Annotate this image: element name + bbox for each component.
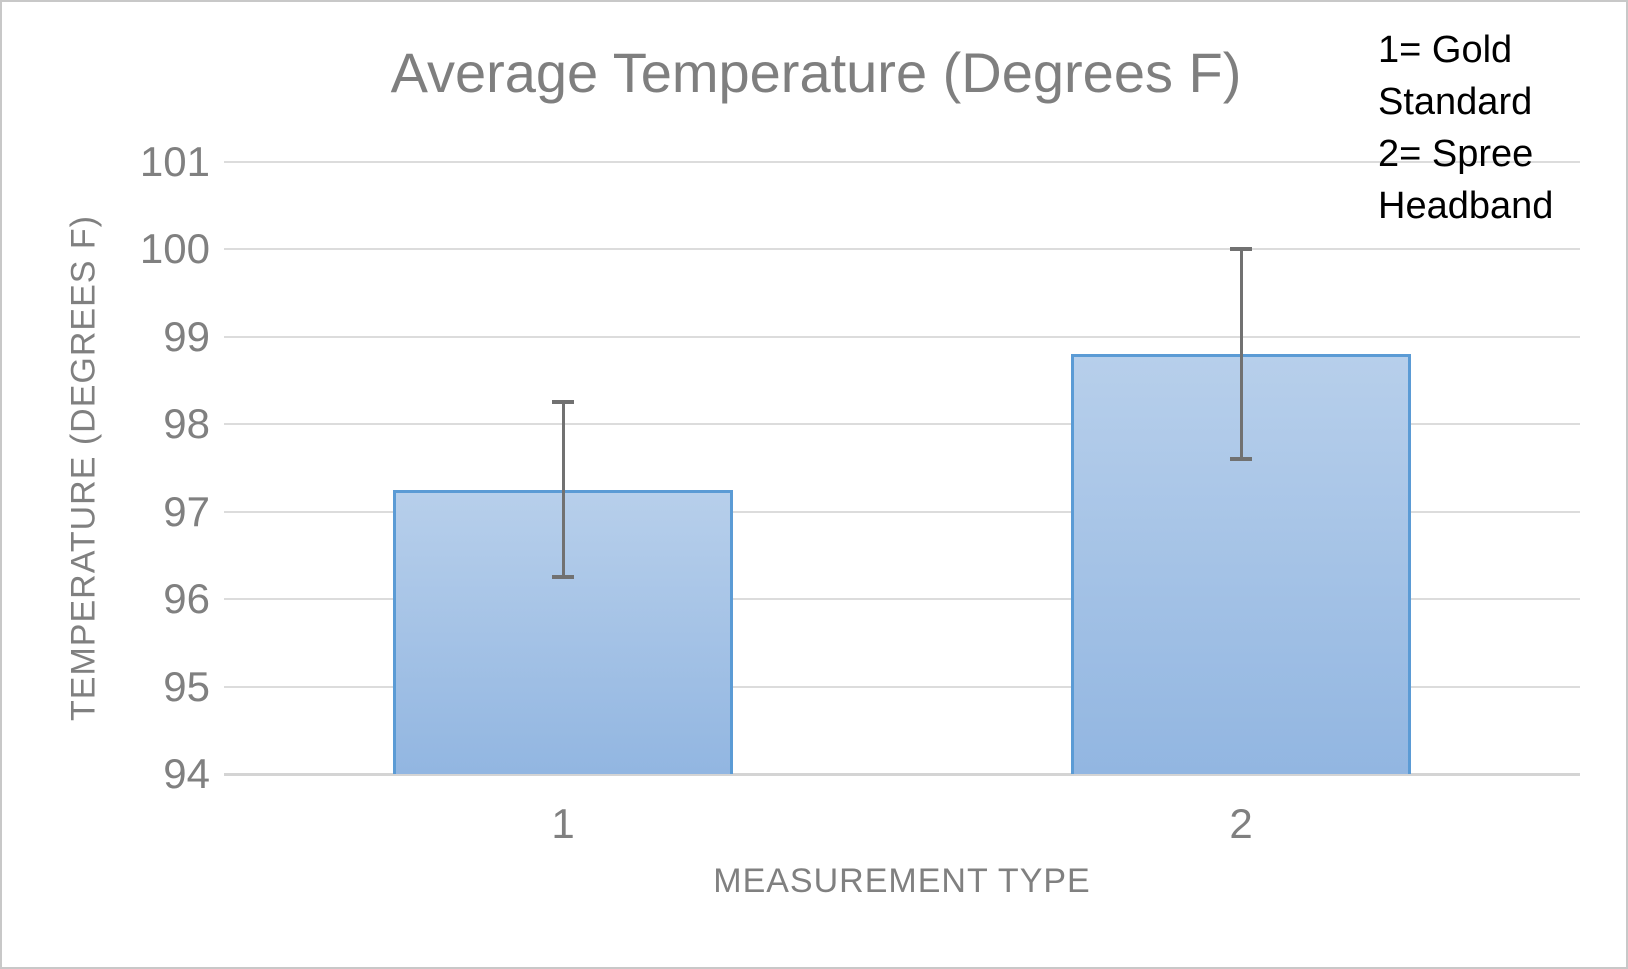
y-gridline [224, 335, 1580, 338]
y-gridline [224, 248, 1580, 251]
x-axis-title: MEASUREMENT TYPE [713, 862, 1091, 900]
y-axis-title: TEMPERATURE (DEGREES F) [64, 215, 103, 721]
legend-annotation-line: Headband [1378, 185, 1554, 227]
chart-title: Average Temperature (Degrees F) [390, 41, 1242, 104]
y-tick-label: 99 [163, 312, 210, 360]
y-tick-label: 101 [139, 138, 210, 185]
error-bar-line [1239, 249, 1243, 460]
y-tick-label: 97 [163, 487, 210, 535]
y-tick-label: 98 [163, 400, 210, 448]
y-tick-label: 100 [139, 225, 210, 273]
legend-annotation-line: 2= Spree [1378, 133, 1534, 175]
y-gridline [224, 161, 1580, 163]
x-tick-label: 2 [1229, 800, 1253, 847]
y-gridline [224, 423, 1580, 426]
legend-annotation-line: 1= Gold [1378, 29, 1513, 71]
y-tick-label: 96 [163, 575, 210, 623]
y-gridline [224, 685, 1580, 688]
x-axis-line [224, 773, 1580, 776]
y-gridline [224, 510, 1580, 513]
error-bar-cap-bottom [1230, 457, 1252, 462]
legend-annotation: 1= Gold Standard 2= Spree Headband [1378, 24, 1608, 232]
y-tick-label: 94 [163, 750, 210, 797]
legend-annotation-line: Standard [1378, 81, 1533, 123]
error-bar-line [561, 402, 565, 578]
error-bar-cap-top [552, 400, 574, 405]
error-bar-cap-top [1230, 247, 1252, 252]
plot-area [224, 161, 1580, 776]
x-tick-label: 1 [551, 800, 575, 847]
y-tick-label: 95 [163, 662, 210, 710]
y-gridline [224, 598, 1580, 601]
error-bar-cap-bottom [552, 575, 574, 580]
